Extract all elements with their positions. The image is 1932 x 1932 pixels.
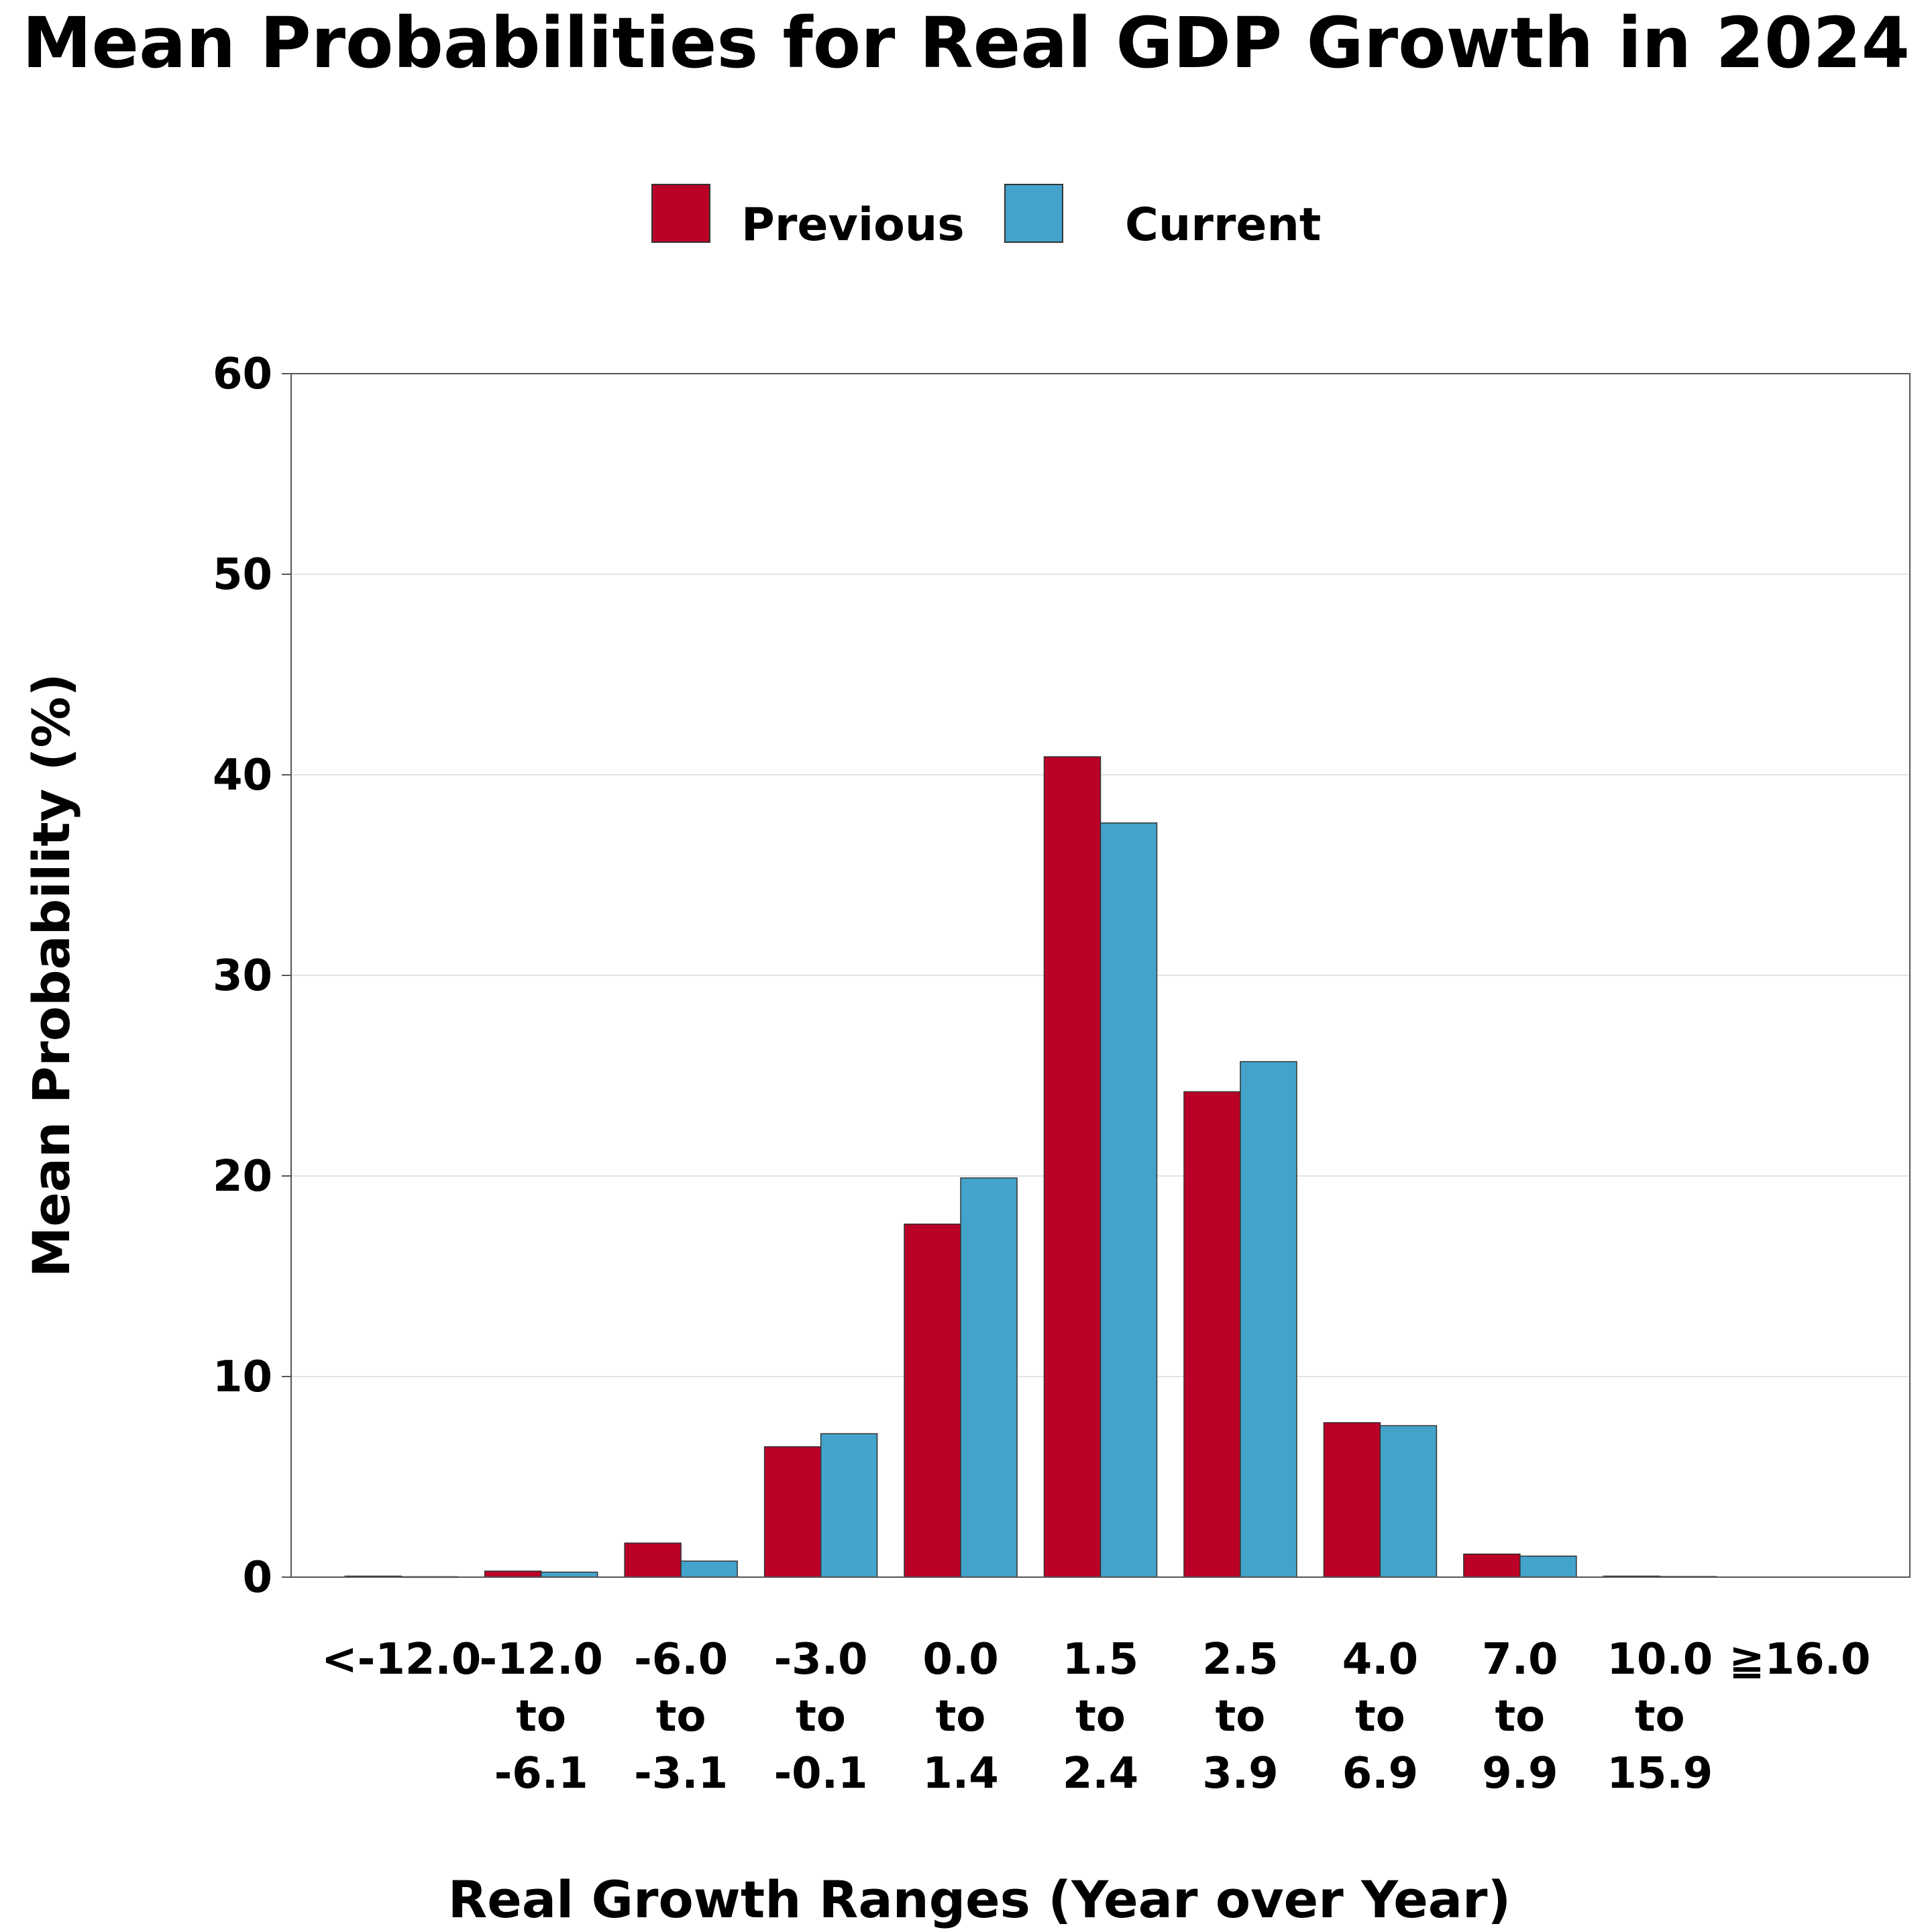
legend-swatch-current — [1004, 184, 1063, 243]
x-category-label: 7.0 — [1482, 1635, 1558, 1684]
x-category-label: to — [1075, 1692, 1126, 1741]
y-tick-label: 20 — [213, 1152, 272, 1201]
bar-current — [960, 1177, 1018, 1578]
y-tick-label: 0 — [242, 1553, 272, 1603]
x-category-label: to — [1355, 1692, 1405, 1741]
y-tick-label: 30 — [213, 951, 272, 1001]
y-tick-label: 40 — [213, 751, 272, 800]
legend-label-previous: Previous — [741, 199, 965, 252]
x-category-label: -6.0 — [634, 1635, 728, 1684]
x-category-label: -0.1 — [774, 1749, 868, 1799]
x-category-label: 9.9 — [1482, 1749, 1558, 1799]
legend: Previous Current — [651, 184, 1321, 252]
x-category-label: to — [516, 1692, 566, 1741]
bar-previous — [1463, 1553, 1521, 1578]
y-axis-title: Mean Probability (%) — [21, 674, 81, 1278]
bar-current — [680, 1560, 738, 1578]
bar-previous — [1183, 1091, 1241, 1578]
bar-previous — [904, 1224, 961, 1578]
x-category-label: 3.9 — [1202, 1749, 1278, 1799]
legend-swatch-previous — [651, 184, 710, 243]
x-category-label: to — [656, 1692, 706, 1741]
bars — [344, 756, 1717, 1578]
x-category-label: 2.4 — [1063, 1749, 1138, 1799]
y-tick-label: 50 — [213, 550, 272, 600]
y-tick-label: 10 — [213, 1352, 272, 1402]
x-axis: <-12.0-12.0 to -6.1 -6.0 to -3.1 -3.0 to -0.1 0.0… — [321, 1635, 1870, 1799]
x-category-label: <-12.0 — [321, 1635, 481, 1684]
bar-previous — [1043, 756, 1102, 1578]
x-category-label: -3.0 — [774, 1635, 868, 1684]
x-category-label: 2.5 — [1202, 1635, 1278, 1684]
x-category-label: to — [1216, 1692, 1266, 1741]
bar-previous — [763, 1446, 822, 1578]
y-tick-label: 60 — [213, 350, 272, 399]
x-category-label: 0.0 — [922, 1635, 998, 1684]
x-category-label: to — [936, 1692, 986, 1741]
x-category-label: 10.0 — [1607, 1635, 1713, 1684]
x-category-label: 4.0 — [1342, 1635, 1418, 1684]
chart-title: Mean Probabilities for Real GDP Growth i… — [22, 2, 1910, 84]
x-category-label: 15.9 — [1607, 1749, 1713, 1799]
bar-current — [1379, 1425, 1438, 1578]
x-category-label: -6.1 — [494, 1749, 588, 1799]
bar-current — [540, 1571, 598, 1578]
x-category-label: to — [1635, 1692, 1685, 1741]
x-category-label: 1.5 — [1063, 1635, 1138, 1684]
bar-current — [1519, 1555, 1577, 1578]
bar-previous — [484, 1570, 542, 1578]
x-category-label: -3.1 — [634, 1749, 728, 1799]
bar-previous — [1323, 1422, 1381, 1578]
bar-previous — [624, 1542, 682, 1578]
x-category-label: 1.4 — [922, 1749, 998, 1799]
x-category-label: to — [1495, 1692, 1546, 1741]
x-category-label: ≧16.0 — [1729, 1635, 1871, 1684]
x-category-label: -12.0 — [479, 1635, 602, 1684]
bar-current — [1240, 1061, 1297, 1578]
x-category-label: 6.9 — [1342, 1749, 1418, 1799]
bar-current — [1099, 822, 1158, 1578]
x-axis-title: Real Growth Ranges (Year over Year) — [448, 1870, 1511, 1929]
bar-current — [820, 1433, 878, 1578]
legend-label-current: Current — [1125, 199, 1321, 252]
x-category-label: to — [796, 1692, 846, 1741]
y-axis: 0 10 20 30 40 50 60 — [213, 350, 291, 1603]
